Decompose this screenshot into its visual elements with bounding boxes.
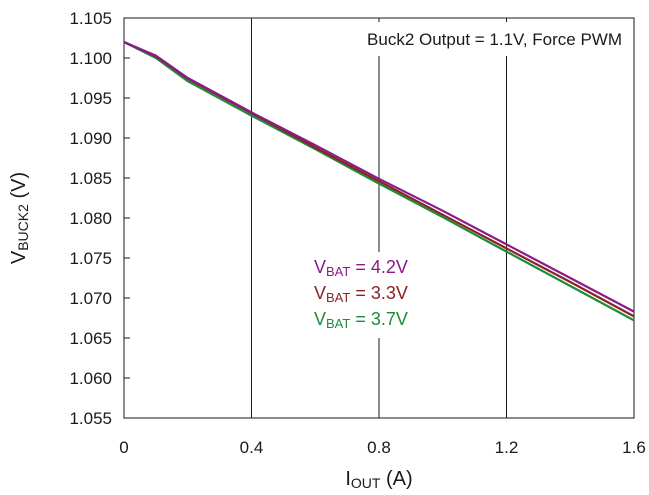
- y-tick-label: 1.065: [69, 329, 112, 348]
- y-tick-label: 1.085: [69, 169, 112, 188]
- annotation-box: [292, 22, 628, 56]
- x-tick-label: 1.2: [495, 438, 519, 457]
- y-axis-label: VBUCK2 (V): [8, 172, 31, 264]
- gridlines: [251, 18, 507, 418]
- y-tick-label: 1.090: [69, 129, 112, 148]
- y-tick-label: 1.095: [69, 89, 112, 108]
- legend-box: [312, 252, 426, 338]
- legend: VBAT = 4.2V VBAT = 3.3V VBAT = 3.7V: [314, 257, 408, 331]
- y-tick-label: 1.100: [69, 49, 112, 68]
- y-tick-label: 1.055: [69, 409, 112, 428]
- y-tick-label: 1.060: [69, 369, 112, 388]
- series-lines: [123, 40, 635, 322]
- legend-entry: VBAT = 3.3V: [314, 283, 408, 305]
- y-tick-label: 1.105: [69, 9, 112, 28]
- x-axis-label: IOUT (A): [345, 468, 412, 491]
- series-line: [123, 41, 635, 322]
- x-tick-label: 0.8: [367, 438, 391, 457]
- plot-area: 1.055 1.060 1.065 1.070 1.075 1.080 1.085 1.090…: [69, 9, 645, 457]
- legend-entry: VBAT = 3.7V: [314, 309, 408, 331]
- y-tick-label: 1.080: [69, 209, 112, 228]
- y-ticks: 1.055 1.060 1.065 1.070 1.075 1.080 1.085 1.090…: [69, 9, 130, 428]
- x-tick-label: 0: [119, 438, 128, 457]
- series-line: [123, 40, 635, 313]
- annotation-text: Buck2 Output = 1.1V, Force PWM: [367, 30, 622, 49]
- y-tick-label: 1.075: [69, 249, 112, 268]
- y-tick-label: 1.070: [69, 289, 112, 308]
- x-tick-label: 0.4: [240, 438, 264, 457]
- legend-entry: VBAT = 4.2V: [314, 257, 408, 279]
- x-ticks: 0 0.4 0.8 1.2 1.6: [119, 438, 646, 457]
- x-tick-label: 1.6: [622, 438, 646, 457]
